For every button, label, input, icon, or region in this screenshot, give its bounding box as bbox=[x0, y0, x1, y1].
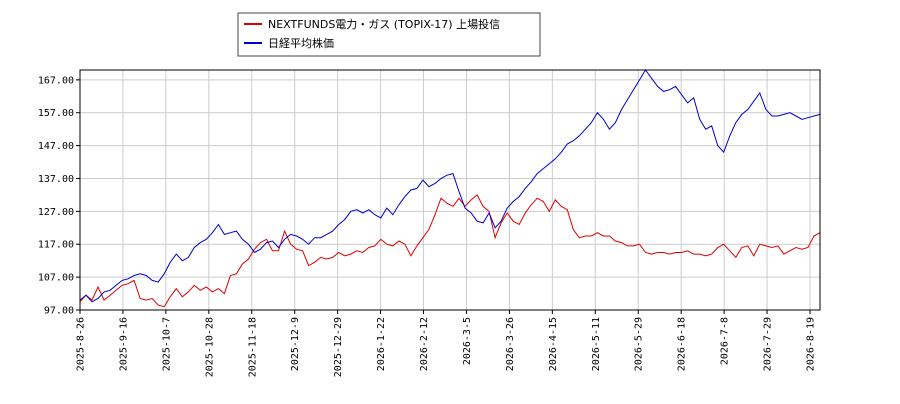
legend-label: NEXTFUNDS電力・ガス (TOPIX-17) 上場投信 bbox=[268, 17, 500, 31]
legend-label: 日経平均株価 bbox=[268, 36, 334, 50]
x-tick-label: 2026-5-11 bbox=[591, 317, 602, 371]
x-tick-label: 2025-11-18 bbox=[247, 317, 258, 377]
y-tick-label: 97.00 bbox=[44, 306, 74, 317]
y-tick-label: 157.00 bbox=[38, 108, 74, 119]
plot-frame bbox=[79, 69, 821, 311]
x-tick-label: 2026-7-8 bbox=[720, 317, 731, 365]
y-tick-label: 127.00 bbox=[38, 207, 74, 218]
y-tick-label: 167.00 bbox=[38, 75, 74, 86]
grid bbox=[79, 70, 820, 311]
x-tick-label: 2026-5-29 bbox=[634, 317, 645, 371]
y-tick-label: 117.00 bbox=[38, 240, 74, 251]
x-tick-label: 2026-3-26 bbox=[505, 317, 516, 371]
x-tick-label: 2026-7-29 bbox=[763, 317, 774, 371]
y-tick-label: 147.00 bbox=[38, 141, 74, 152]
series-lines bbox=[79, 69, 821, 308]
x-tick-label: 2026-2-12 bbox=[419, 317, 430, 371]
x-tick-label: 2026-1-22 bbox=[376, 317, 387, 371]
x-tick-label: 2025-10-28 bbox=[204, 317, 215, 377]
y-tick-label: 107.00 bbox=[38, 273, 74, 284]
series-line-nextfunds bbox=[79, 194, 821, 308]
x-tick-label: 2025-10-7 bbox=[161, 317, 172, 371]
x-tick-label: 2025-12-29 bbox=[333, 317, 344, 377]
x-tick-label: 2026-3-5 bbox=[462, 317, 473, 365]
x-tick-label: 2025-8-26 bbox=[76, 317, 87, 371]
x-tick-label: 2025-12-9 bbox=[290, 317, 301, 371]
x-tick-label: 2026-4-15 bbox=[548, 317, 559, 371]
axes: 97.00 107.00 117.00 127.00 137.00 147.00 157.0… bbox=[38, 69, 821, 377]
x-tick-label: 2025-9-16 bbox=[118, 317, 129, 371]
x-tick-label: 2026-6-18 bbox=[677, 317, 688, 371]
y-tick-label: 137.00 bbox=[38, 174, 74, 185]
x-tick-label: 2026-8-19 bbox=[806, 317, 817, 371]
legend-box bbox=[237, 12, 541, 57]
series-line-nikkei bbox=[79, 69, 821, 303]
